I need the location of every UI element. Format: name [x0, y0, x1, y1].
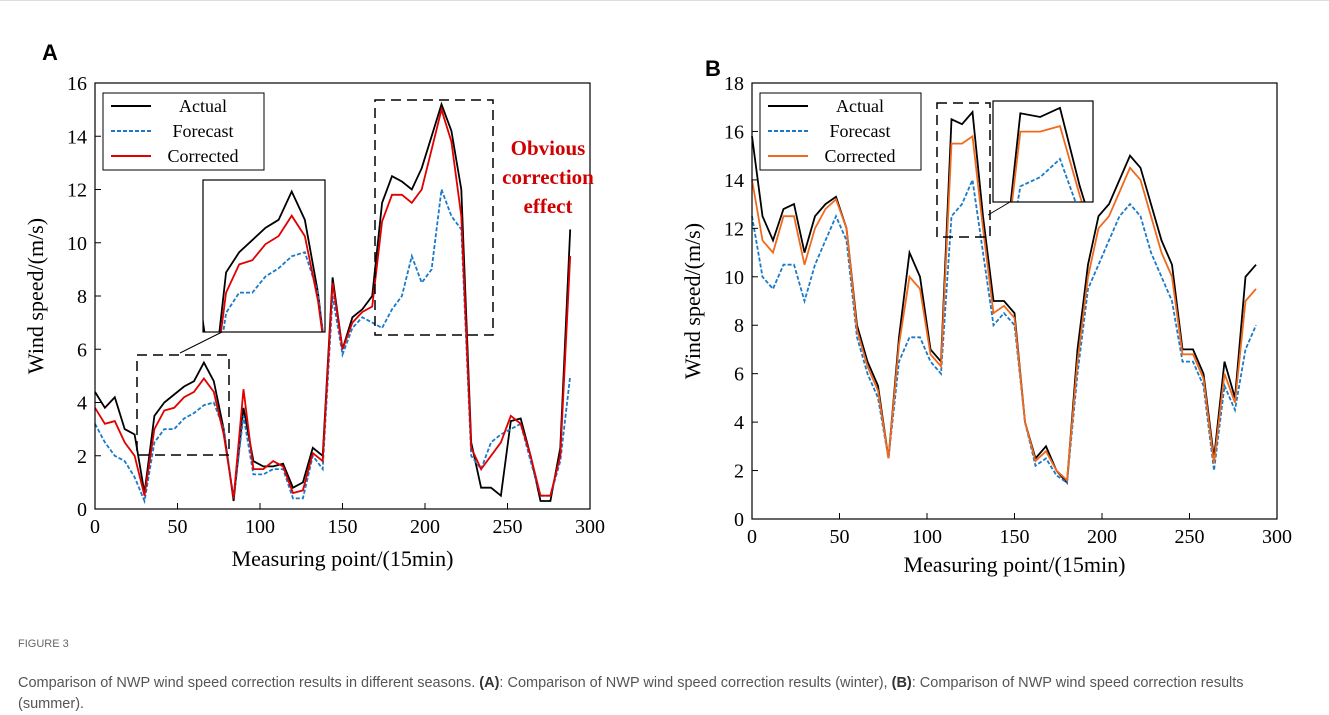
x-axis-label: Measuring point/(15min) — [904, 552, 1126, 577]
y-tick-label: 6 — [77, 339, 87, 361]
legend-label: Corrected — [168, 146, 239, 166]
y-tick-label: 8 — [734, 315, 744, 337]
x-tick-label: 250 — [493, 516, 523, 538]
x-axis-label: Measuring point/(15min) — [232, 546, 454, 571]
y-tick-label: 4 — [734, 412, 744, 434]
inset-zoom — [147, 0, 777, 402]
y-axis-label: Wind speed/(m/s) — [680, 223, 705, 379]
y-tick-label: 16 — [67, 73, 87, 95]
inset — [147, 0, 777, 402]
y-tick-label: 0 — [77, 499, 87, 521]
x-tick-label: 50 — [168, 516, 188, 538]
inset-link — [987, 201, 1011, 216]
inset-frame — [202, 179, 326, 333]
x-tick-label: 50 — [830, 526, 850, 548]
x-tick-label: 200 — [410, 516, 440, 538]
x-tick-label: 300 — [575, 516, 605, 538]
y-tick-label: 10 — [724, 267, 744, 289]
annotation: correction — [502, 165, 594, 189]
zoom-box — [374, 99, 494, 336]
series-group — [752, 112, 1256, 483]
series-line — [95, 110, 570, 499]
panel-letter: A — [42, 40, 58, 65]
series-line — [147, 0, 777, 402]
caption-panel: (A) — [479, 675, 500, 691]
y-tick-label: 2 — [77, 446, 87, 468]
x-tick-label: 150 — [1000, 526, 1030, 548]
series-line — [752, 136, 1256, 480]
legend-label: Forecast — [830, 121, 891, 141]
y-tick-label: 12 — [724, 218, 744, 240]
series-line — [752, 180, 1256, 483]
figure-label: FIGURE 3 — [18, 638, 69, 650]
x-tick-label: 100 — [245, 516, 275, 538]
top-rule — [0, 0, 1329, 1]
x-tick-label: 0 — [747, 526, 757, 548]
inset-background — [203, 180, 325, 332]
y-tick-label: 12 — [67, 180, 87, 202]
figure-caption: Comparison of NWP wind speed correction … — [18, 652, 1308, 715]
series-line — [752, 112, 1256, 483]
zoom-box — [936, 102, 991, 238]
y-tick-label: 16 — [724, 121, 744, 143]
x-tick-label: 0 — [90, 516, 100, 538]
caption-panel: (B) — [891, 675, 912, 691]
inset-frame — [992, 100, 1094, 203]
legend-label: Corrected — [825, 146, 896, 166]
legend-label: Forecast — [173, 121, 234, 141]
y-tick-label: 2 — [734, 461, 744, 483]
x-tick-label: 100 — [912, 526, 942, 548]
legend-label: Actual — [179, 96, 227, 116]
series-group — [95, 104, 570, 501]
y-tick-label: 14 — [67, 126, 87, 148]
inset-link — [179, 331, 223, 354]
series-line — [147, 0, 777, 398]
y-tick-label: 0 — [734, 509, 744, 531]
series-line — [95, 104, 570, 501]
annotation: Obvious — [511, 136, 586, 160]
y-tick-label: 10 — [67, 233, 87, 255]
x-tick-label: 150 — [328, 516, 358, 538]
y-tick-label: 14 — [724, 170, 744, 192]
x-tick-label: 300 — [1262, 526, 1292, 548]
series-line — [147, 0, 777, 402]
y-tick-label: 6 — [734, 364, 744, 386]
legend-label: Actual — [836, 96, 884, 116]
caption-text: Comparison of NWP wind speed correction … — [18, 675, 480, 691]
y-tick-label: 4 — [77, 393, 87, 415]
x-tick-label: 200 — [1087, 526, 1117, 548]
chart-panel: A0 50 100 150 200 250 3000246810121416Measurin… — [23, 0, 777, 571]
panel-letter: B — [705, 56, 721, 81]
caption-text: : Comparison of NWP wind speed correctio… — [499, 675, 892, 691]
y-tick-label: 8 — [77, 286, 87, 308]
annotation: effect — [524, 194, 573, 218]
series-line — [95, 190, 570, 502]
figure: A0 50 100 150 200 250 3000246810121416Measurin… — [23, 0, 1292, 577]
chart-panel: B 0 50 100 150 200 250 300 0 2 4 6 8 10 12 14 16 18 Measur… — [680, 56, 1292, 577]
y-axis-label: Wind speed/(m/s) — [23, 218, 48, 374]
y-tick-label: 18 — [724, 73, 744, 95]
x-tick-label: 250 — [1175, 526, 1205, 548]
